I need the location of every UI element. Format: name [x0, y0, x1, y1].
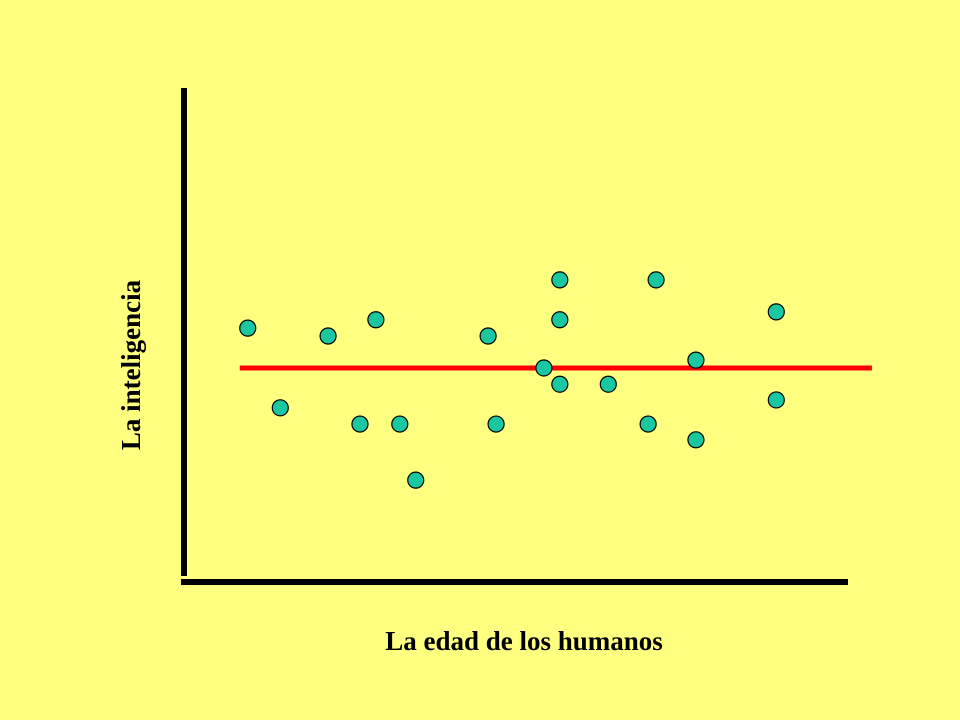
point [599, 375, 617, 393]
point [479, 327, 497, 345]
point [639, 415, 657, 433]
point [551, 311, 569, 329]
point [551, 375, 569, 393]
point [687, 431, 705, 449]
point [407, 471, 425, 489]
point [351, 415, 369, 433]
x-axis-label: La edad de los humanos [385, 626, 663, 656]
point [767, 303, 785, 321]
y-axis-label: La inteligencia [116, 279, 146, 450]
point [271, 399, 289, 417]
point [767, 391, 785, 409]
point [535, 359, 553, 377]
point [367, 311, 385, 329]
point [319, 327, 337, 345]
point [647, 271, 665, 289]
point [487, 415, 505, 433]
point [551, 271, 569, 289]
point [687, 351, 705, 369]
point [239, 319, 257, 337]
point [391, 415, 409, 433]
